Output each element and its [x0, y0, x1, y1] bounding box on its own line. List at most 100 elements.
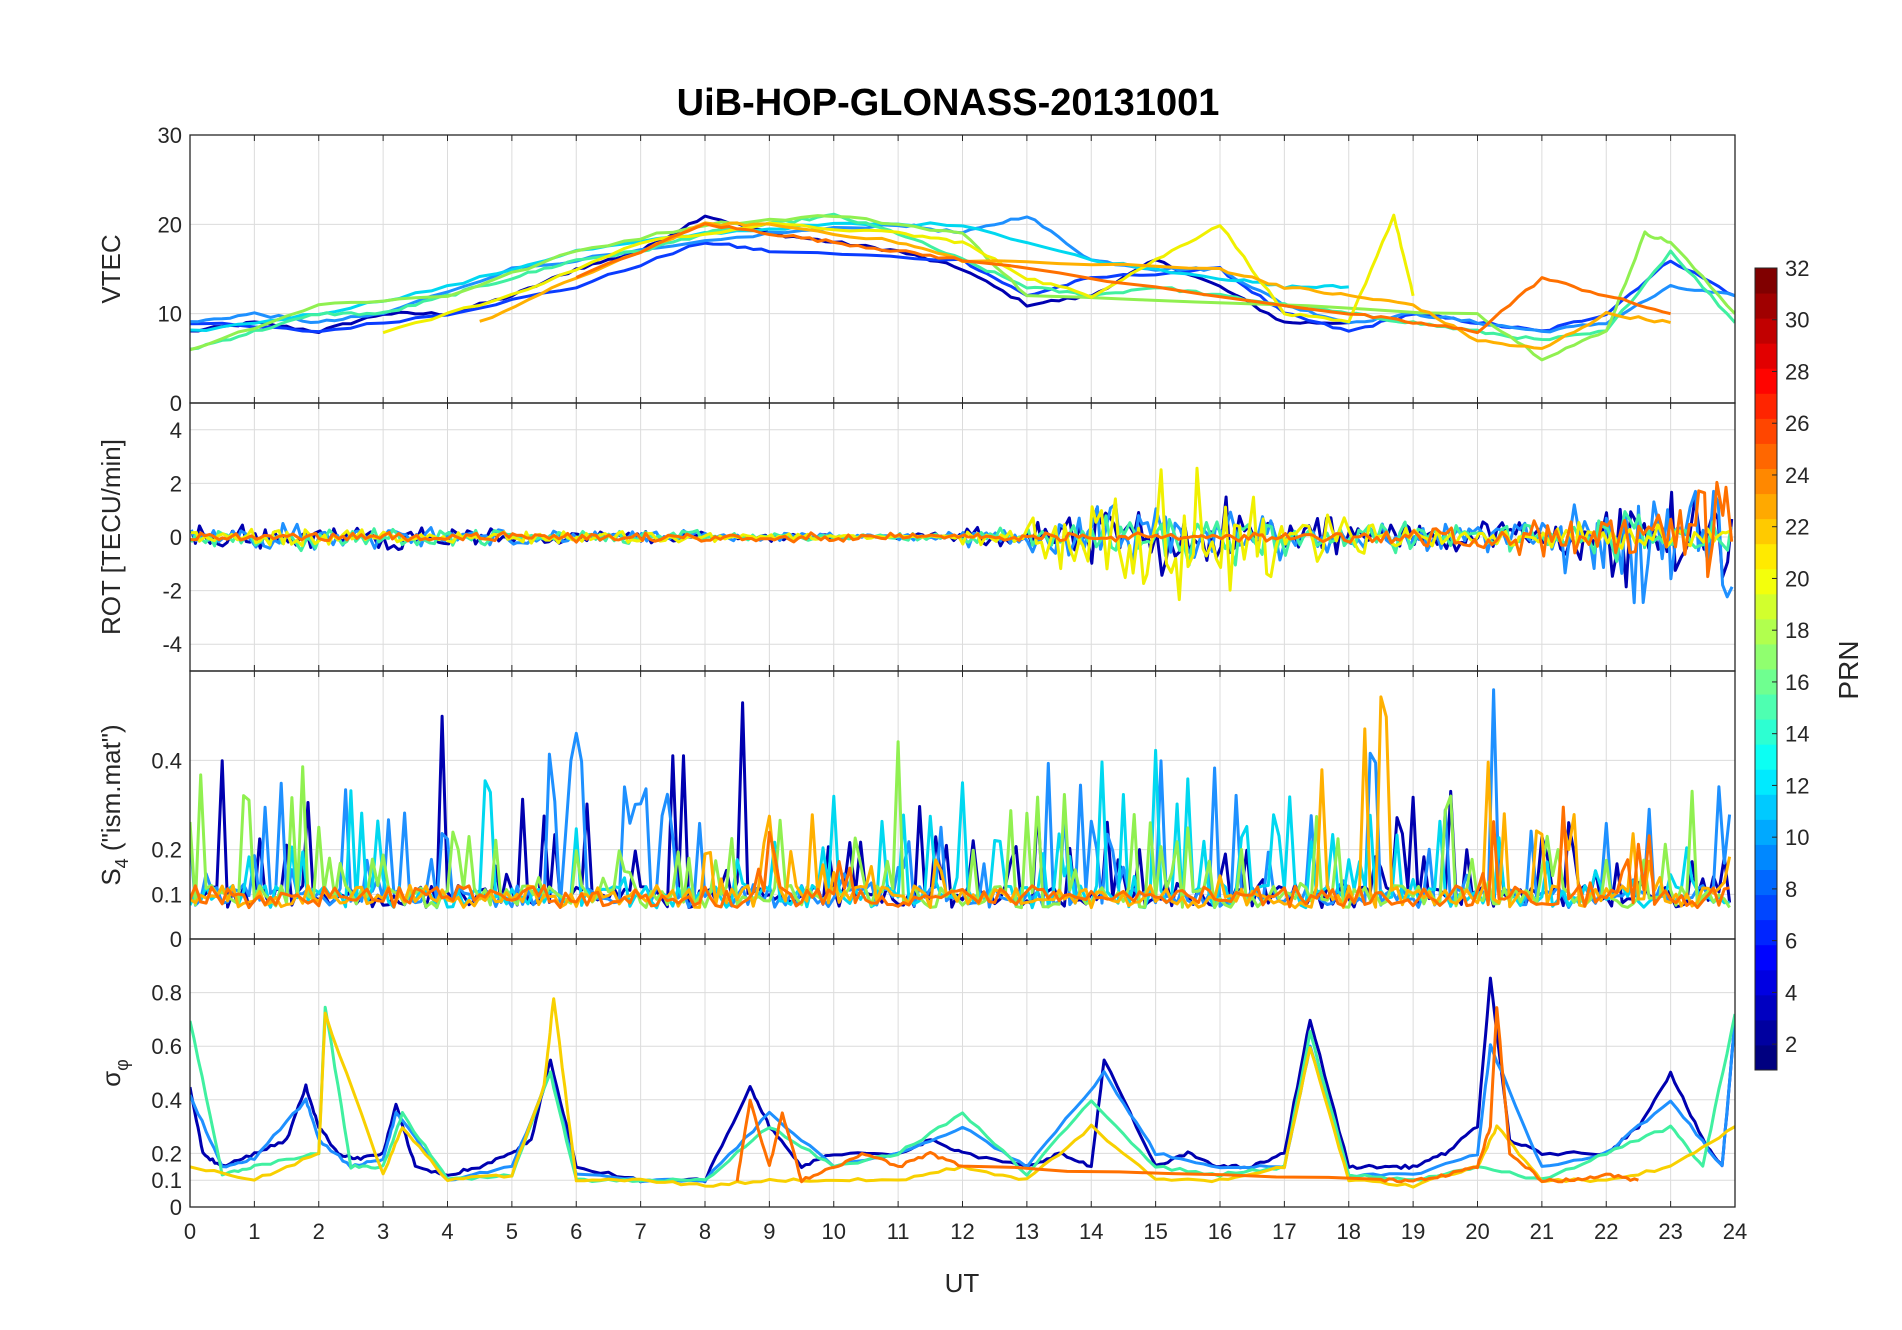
- series-group: [190, 976, 1735, 1189]
- y-tick-label: 0: [170, 1195, 182, 1220]
- x-tick-label: 0: [184, 1219, 196, 1244]
- y-tick-label: 20: [158, 212, 182, 237]
- x-tick-label: 12: [950, 1219, 974, 1244]
- x-tick-label: 4: [441, 1219, 453, 1244]
- colorbar-swatch: [1755, 318, 1777, 344]
- y-tick-label: 0: [170, 525, 182, 550]
- x-axis-label: UT: [945, 1268, 980, 1298]
- x-tick-label: 11: [887, 1219, 910, 1244]
- rot-panel: -4 -2 0 2 4 ROT [TECU/min]: [96, 402, 1736, 672]
- colorbar-swatch: [1755, 794, 1777, 820]
- colorbar-tick-label: 10: [1785, 825, 1809, 850]
- series-prn-20: [382, 213, 1415, 335]
- colorbar-tick-label: 20: [1785, 566, 1809, 591]
- x-tick-label: 3: [377, 1219, 389, 1244]
- x-tick-label: 18: [1337, 1219, 1361, 1244]
- colorbar-swatch: [1755, 493, 1777, 520]
- colorbar-swatch: [1755, 343, 1777, 369]
- x-tick-label: 15: [1143, 1219, 1167, 1244]
- x-tick-label: 14: [1079, 1219, 1103, 1244]
- colorbar-swatch: [1755, 894, 1777, 921]
- x-tick-label: 10: [822, 1219, 846, 1244]
- series-group: [190, 466, 1734, 605]
- x-tick-label: 24: [1723, 1219, 1747, 1244]
- y-tick-label: 0.6: [151, 1034, 182, 1059]
- s4-panel: 0 0.1 0.2 0.4 S4 ("ism.mat"): [96, 670, 1736, 952]
- colorbar-tick-label: 4: [1785, 980, 1797, 1005]
- x-tick-label: 2: [313, 1219, 325, 1244]
- colorbar-swatch: [1755, 769, 1777, 795]
- colorbar-tick-label: 14: [1785, 722, 1809, 747]
- y-tick-label: 0.8: [151, 981, 182, 1006]
- colorbar-swatch: [1755, 694, 1777, 720]
- colorbar-tick-label: 2: [1785, 1032, 1797, 1057]
- series-prn-17: [190, 214, 1735, 362]
- colorbar-tick-label: 16: [1785, 670, 1809, 695]
- y-tick-label: 0.4: [151, 748, 182, 773]
- y-tick-label: 0.2: [151, 1141, 182, 1166]
- series-prn-24: [575, 222, 1671, 335]
- x-tick-label: 23: [1658, 1219, 1682, 1244]
- x-tick-label: 20: [1465, 1219, 1489, 1244]
- series-prn-12: [190, 748, 1730, 910]
- colorbar-tick-label: 24: [1785, 463, 1809, 488]
- series-prn-22: [479, 221, 1671, 350]
- colorbar-swatch: [1755, 1044, 1777, 1071]
- vtec-panel: 0 10 20 30 VTEC: [96, 123, 1736, 416]
- x-tick-label: 19: [1401, 1219, 1425, 1244]
- colorbar-swatch: [1755, 1019, 1777, 1046]
- colorbar-swatch: [1755, 368, 1777, 394]
- y-axis-label: σφ: [96, 1059, 132, 1087]
- series-prn-12: [190, 221, 1349, 332]
- colorbar-swatch: [1755, 568, 1777, 595]
- y-axis-label: ROT [TECU/min]: [96, 439, 126, 635]
- y-tick-label: 0.1: [151, 1168, 182, 1193]
- x-tick-label: 5: [506, 1219, 518, 1244]
- series-prn-24: [735, 1006, 1639, 1184]
- y-tick-label: 0: [170, 927, 182, 952]
- colorbar-tick-label: 18: [1785, 618, 1809, 643]
- colorbar-tick-label: 12: [1785, 773, 1809, 798]
- x-tick-label: 7: [635, 1219, 647, 1244]
- y-tick-label: 2: [170, 471, 182, 496]
- colorbar-swatch: [1755, 719, 1777, 745]
- y-tick-label: -4: [162, 632, 182, 657]
- colorbar-swatch: [1755, 919, 1777, 946]
- colorbar-tick-label: 8: [1785, 877, 1797, 902]
- y-tick-label: 10: [158, 302, 182, 327]
- x-tick-label: 16: [1208, 1219, 1232, 1244]
- colorbar-swatch: [1755, 618, 1777, 645]
- series-prn-17: [190, 740, 1731, 910]
- x-tick-label: 9: [763, 1219, 775, 1244]
- x-tick-label: 13: [1015, 1219, 1039, 1244]
- colorbar-swatch: [1755, 643, 1777, 670]
- colorbar-tick-label: 32: [1785, 256, 1809, 281]
- y-tick-label: 4: [170, 418, 182, 443]
- x-tick-label: 17: [1272, 1219, 1296, 1244]
- series-prn-24: [190, 805, 1730, 910]
- colorbar-swatch: [1755, 518, 1777, 545]
- y-axis-label: S4 ("ism.mat"): [96, 724, 132, 885]
- colorbar-swatch: [1755, 468, 1777, 495]
- colorbar-swatch: [1755, 593, 1777, 620]
- colorbar-swatch: [1755, 393, 1777, 419]
- series-group: [190, 212, 1735, 362]
- x-tick-label: 1: [248, 1219, 260, 1244]
- colorbar-tick-label: 6: [1785, 929, 1797, 954]
- y-tick-label: 0.2: [151, 838, 182, 863]
- x-tick-label: 22: [1594, 1219, 1618, 1244]
- sigma-phi-panel: 00.10.2 0.4 0.6 0.8 σφ: [96, 938, 1736, 1220]
- y-axis-label: VTEC: [96, 234, 126, 303]
- y-tick-label: 0.4: [151, 1088, 182, 1113]
- y-tick-label: -2: [162, 579, 182, 604]
- y-tick-label: 30: [158, 123, 182, 148]
- colorbar-swatch: [1755, 293, 1777, 319]
- series-prn-6: [190, 241, 1735, 334]
- colorbar-swatch: [1755, 418, 1777, 444]
- y-tick-label: 0.1: [151, 882, 182, 907]
- series-prn-24: [190, 480, 1734, 579]
- colorbar-swatch: [1755, 543, 1777, 570]
- chart-title: UiB-HOP-GLONASS-20131001: [677, 82, 1220, 124]
